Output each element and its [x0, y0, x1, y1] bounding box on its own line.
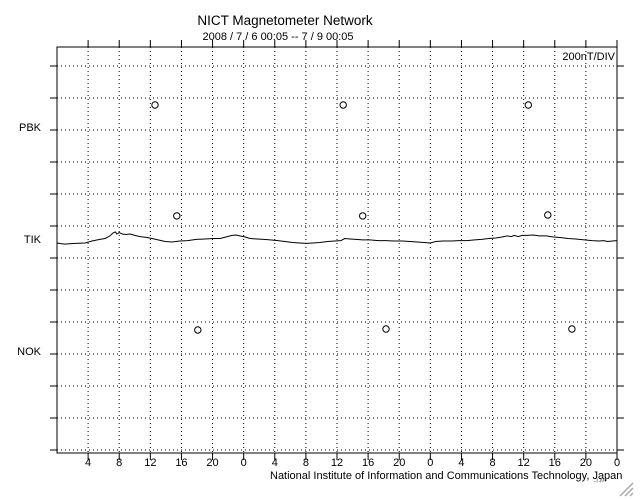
marker-pbk	[339, 101, 347, 109]
x-tick-label: 16	[548, 457, 561, 469]
station-label-tik: TIK	[23, 234, 41, 246]
x-tick-label: 20	[206, 457, 219, 469]
corner-watermark: ,,| ,|u ▪	[594, 478, 607, 484]
x-tick-label: 20	[393, 457, 406, 469]
x-tick-label: 0	[613, 457, 621, 469]
x-tick-label: 4	[271, 457, 278, 469]
marker-tik	[359, 212, 367, 220]
marker-pbk	[524, 101, 532, 109]
marker-pbk	[151, 101, 159, 109]
station-label-nok: NOK	[17, 346, 41, 358]
marker-nok	[382, 325, 390, 333]
marker-nok	[194, 326, 202, 334]
resize-grip-icon[interactable]	[618, 481, 636, 498]
marker-tik	[173, 212, 181, 220]
x-tick-label: 16	[175, 457, 188, 469]
footer-attribution: National Institute of Information and Co…	[270, 470, 623, 482]
x-tick-label: 12	[330, 457, 344, 469]
trace-tik	[56, 231, 618, 245]
date-range-subtitle: 2008 / 7 / 6 00:05 -- 7 / 9 00:05	[202, 31, 354, 43]
scale-per-division-label: 200nT/DIV	[562, 51, 615, 63]
x-tick-label: 0	[427, 457, 434, 469]
x-tick-label: 12	[144, 457, 157, 469]
x-tick-label: 0	[240, 457, 247, 469]
marker-tik	[544, 211, 552, 219]
x-tick-label: 4	[458, 457, 465, 469]
marker-nok	[568, 325, 576, 333]
x-tick-label: 4	[85, 457, 92, 469]
station-label-pbk: PBK	[18, 122, 41, 134]
x-tick-label: 8	[116, 457, 123, 469]
x-tick-label: 8	[489, 457, 496, 469]
x-tick-label: 16	[361, 457, 375, 469]
x-tick-label: 8	[302, 457, 309, 469]
x-tick-label: 12	[517, 457, 530, 469]
x-tick-label: 20	[579, 457, 592, 469]
page-title: NICT Magnetometer Network	[197, 13, 373, 28]
